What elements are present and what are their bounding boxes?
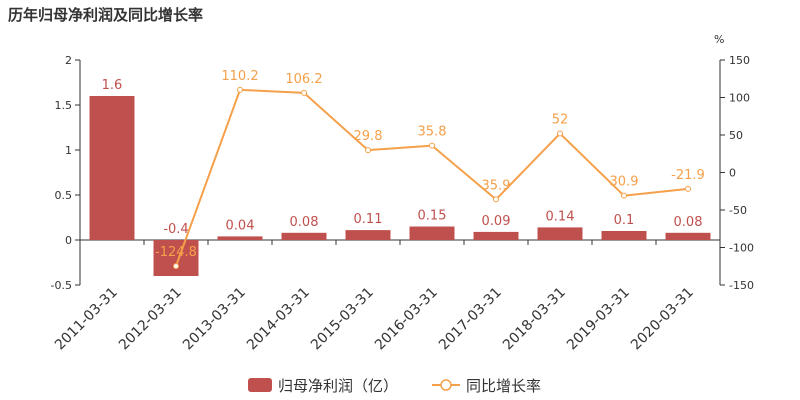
bar bbox=[537, 227, 583, 240]
y-right-tick-label: 100 bbox=[729, 92, 750, 105]
axes-layer: -0.5 0 0.5 1 1.5 2 -150 -100 -50 0 50 100 150 2011-03… bbox=[51, 54, 754, 353]
bar-value-label: 0.11 bbox=[354, 212, 383, 227]
right-axis-unit: % bbox=[714, 33, 724, 46]
x-tick-label: 2017-03-31 bbox=[436, 285, 505, 354]
growth-point bbox=[621, 192, 627, 199]
growth-value-label: 35.8 bbox=[418, 125, 447, 140]
legend[interactable]: 归母净利润（亿） 同比增长率 bbox=[248, 377, 541, 395]
growth-point bbox=[685, 185, 691, 192]
growth-point bbox=[493, 196, 499, 203]
bars-layer bbox=[89, 96, 711, 276]
x-tick-label: 2020-03-31 bbox=[628, 285, 697, 354]
growth-value-label: -124.8 bbox=[155, 245, 197, 260]
y-left-tick-label: 0 bbox=[65, 234, 72, 247]
growth-point bbox=[301, 89, 307, 96]
bar-value-label: -0.4 bbox=[163, 222, 188, 237]
growth-value-label: 110.2 bbox=[221, 69, 258, 84]
bar-value-label: 0.15 bbox=[418, 209, 447, 224]
legend-swatch-marker bbox=[440, 379, 452, 391]
growth-value-label: 30.9 bbox=[610, 175, 639, 190]
y-right-tick-label: -100 bbox=[729, 242, 754, 255]
y-right-tick-label: 50 bbox=[729, 129, 743, 142]
y-left-tick-label: 1 bbox=[65, 144, 72, 157]
y-left-tick-label: 2 bbox=[65, 54, 72, 67]
growth-value-label: 35.9 bbox=[482, 178, 511, 193]
y-right-tick-label: 150 bbox=[729, 54, 750, 67]
legend-label-line: 同比增长率 bbox=[466, 377, 541, 395]
bar-value-label: 0.04 bbox=[226, 218, 255, 233]
line-layer bbox=[173, 86, 691, 270]
y-left-tick-label: 0.5 bbox=[55, 189, 73, 202]
bar bbox=[345, 230, 391, 240]
bar-value-label: 0.08 bbox=[674, 215, 703, 230]
bar bbox=[473, 231, 519, 240]
x-tick-label: 2011-03-31 bbox=[52, 285, 121, 354]
bar bbox=[665, 232, 711, 240]
labels-layer: 1.6 -0.4 0.04 0.08 0.11 0.15 0.09 0.14 0.1 0.08 -1… bbox=[102, 69, 705, 260]
bar-value-label: 0.09 bbox=[482, 214, 511, 229]
chart-title: 历年归母净利润及同比增长率 bbox=[8, 6, 204, 24]
bar bbox=[217, 236, 263, 240]
growth-value-label: 52 bbox=[552, 113, 569, 128]
growth-point bbox=[365, 147, 371, 154]
x-tick-label: 2013-03-31 bbox=[180, 285, 249, 354]
legend-label-bar: 归母净利润（亿） bbox=[278, 377, 398, 395]
growth-value-label: 29.8 bbox=[354, 129, 383, 144]
bar bbox=[281, 232, 327, 240]
y-right-tick-label: 0 bbox=[729, 167, 736, 180]
bar-value-label: 0.1 bbox=[614, 213, 635, 228]
x-tick-label: 2019-03-31 bbox=[564, 285, 633, 354]
x-tick-label: 2016-03-31 bbox=[372, 285, 441, 354]
x-tick-label: 2012-03-31 bbox=[116, 285, 185, 354]
bar bbox=[153, 240, 199, 276]
bar bbox=[601, 231, 647, 240]
x-tick-label: 2018-03-31 bbox=[500, 285, 569, 354]
bar-value-label: 0.08 bbox=[290, 215, 319, 230]
y-left-tick-label: 1.5 bbox=[55, 99, 73, 112]
bar-value-label: 0.14 bbox=[546, 209, 575, 224]
legend-swatch-bar bbox=[248, 378, 272, 392]
x-tick-label: 2014-03-31 bbox=[244, 285, 313, 354]
growth-value-label: -21.9 bbox=[671, 168, 705, 183]
y-right-tick-label: -150 bbox=[729, 279, 754, 292]
growth-point bbox=[237, 86, 243, 93]
growth-point bbox=[557, 130, 563, 137]
growth-value-label: 106.2 bbox=[285, 72, 322, 87]
bar bbox=[89, 96, 135, 240]
y-right-tick-label: -50 bbox=[729, 204, 747, 217]
growth-point bbox=[429, 142, 435, 149]
bar-value-label: 1.6 bbox=[102, 78, 123, 93]
y-left-tick-label: -0.5 bbox=[51, 279, 72, 292]
growth-point bbox=[173, 263, 179, 270]
x-tick-label: 2015-03-31 bbox=[308, 285, 377, 354]
bar bbox=[409, 226, 455, 240]
